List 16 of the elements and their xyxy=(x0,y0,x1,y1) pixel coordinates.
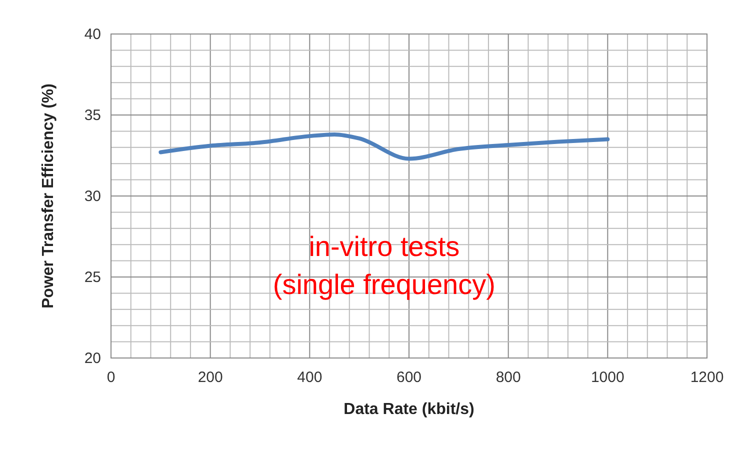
x-axis-title: Data Rate (kbit/s) xyxy=(344,401,474,418)
x-tick-label: 400 xyxy=(297,369,322,386)
x-tick-label: 800 xyxy=(496,369,521,386)
y-tick-label: 40 xyxy=(84,26,101,43)
line-series xyxy=(158,132,610,161)
x-tick-label: 0 xyxy=(106,369,116,386)
x-tick-label: 600 xyxy=(396,369,422,386)
annotation: in-vitro tests (single frequency) xyxy=(272,230,496,300)
x-tick-label: 200 xyxy=(198,369,223,386)
y-tick-label: 20 xyxy=(84,350,101,367)
x-tick-label: 1000 xyxy=(590,369,624,386)
y-tick-label: 25 xyxy=(84,269,101,286)
y-tick-label: 30 xyxy=(84,188,101,205)
y-axis-title: Power Transfer Efficiency (%) xyxy=(40,84,57,308)
y-tick-label: 35 xyxy=(84,107,101,124)
x-tick-label: 1200 xyxy=(690,369,724,386)
